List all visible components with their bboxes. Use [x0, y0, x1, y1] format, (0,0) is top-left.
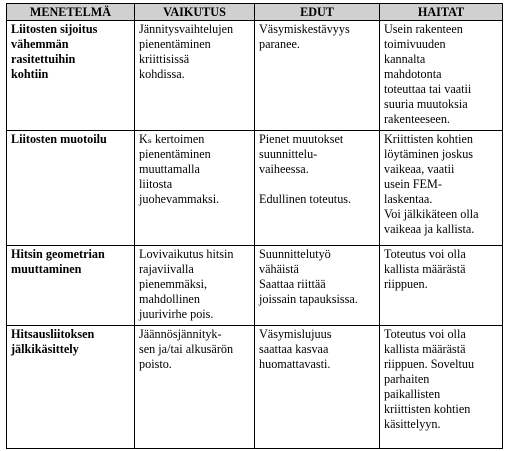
- header-effect: VAIKUTUS: [134, 3, 255, 21]
- cell-line: Saattaa riittää: [259, 277, 326, 292]
- cell-line: Kₛ kertoimen: [139, 132, 205, 147]
- cell-line: Jäännösjännityk-: [139, 326, 222, 341]
- cell-line: riippuen.: [384, 277, 428, 292]
- drawbacks-cell: Usein rakenteen toimivuuden kannalta mahdot…: [379, 19, 503, 132]
- cell-line: rajaviivalla: [139, 262, 194, 277]
- cell-line: käsittelyyn.: [384, 416, 441, 431]
- cell-line: poisto.: [139, 356, 172, 371]
- cell-line: paranee.: [259, 37, 300, 51]
- cell-line: juurivirhe pois.: [139, 307, 214, 322]
- drawbacks-paragraph: Toteutus voi olla kallista määrästä riippu…: [384, 327, 498, 432]
- benefits-paragraph: Edullinen toteutus.: [259, 192, 375, 207]
- method-cell: Hitsin geometrian muuttaminen: [6, 245, 135, 326]
- cell-line: mahdollinen: [139, 292, 200, 307]
- table-row-placement: Liitosten sijoitus vähemmän rasitettuihin k…: [6, 19, 503, 132]
- drawbacks-paragraph: Voi jälkikäteen olla vaikeaa ja kallista.: [384, 207, 498, 237]
- cell-line: kohtiin: [11, 67, 49, 81]
- method-cell: Liitosten muotoilu: [6, 130, 135, 247]
- cell-line: kallista määrästä: [384, 262, 466, 277]
- method-cell: Hitsausliitoksen jälkikäsittely: [6, 324, 135, 450]
- drawbacks-paragraph: Usein rakenteen toimivuuden kannalta mahdot…: [384, 22, 498, 127]
- cell-line: joissain tapauksissa.: [259, 292, 358, 307]
- header-method: MENETELMÄ: [6, 3, 135, 21]
- cell-line: löytäminen joskus: [384, 147, 474, 162]
- cell-line: Liitosten muotoilu: [11, 132, 107, 147]
- cell-line: Hitsausliitoksen: [11, 326, 95, 341]
- cell-line: Voi jälkikäteen olla: [384, 207, 479, 222]
- cell-line: Pienet muutokset: [259, 132, 344, 147]
- cell-line: suunnittelu-: [259, 147, 318, 162]
- benefits-cell: Pienet muutokset suunnittelu-vaiheessa. Ed…: [254, 130, 380, 247]
- cell-line: jälkikäsittely: [11, 341, 79, 356]
- benefits-paragraph: Väsymislujuus saattaa kasvaa huomattavasti…: [259, 327, 375, 372]
- cell-line: pienentäminen: [139, 147, 211, 162]
- cell-line: kriittisissä: [139, 52, 190, 66]
- cell-line: Suunnittelutyö: [259, 247, 331, 262]
- drawbacks-cell: Kriittisten kohtien löytäminen joskus vaik…: [379, 130, 503, 247]
- benefits-paragraph: Pienet muutokset suunnittelu-vaiheessa.: [259, 132, 375, 177]
- benefits-cell: Suunnittelutyö vähäistä Saattaa riittää joi…: [254, 245, 380, 326]
- table-row-shaping: Liitosten muotoilu Kₛ kertoimen pienentämi…: [6, 130, 503, 247]
- cell-line: Väsymiskestävyys: [259, 22, 350, 36]
- cell-line: pienentäminen: [139, 37, 211, 51]
- cell-line: suuria muutoksia: [384, 97, 468, 111]
- effect-cell: Jäännösjännityk-sen ja/tai alkusärön pois…: [134, 324, 255, 450]
- cell-line: paikallisten: [384, 386, 441, 401]
- cell-line: saattaa kasvaa: [259, 341, 329, 356]
- cell-line: Lovivaikutus hitsin: [139, 247, 234, 262]
- cell-line: Toteutus voi olla: [384, 326, 466, 341]
- cell-line: kohdissa.: [139, 67, 185, 81]
- cell-line: usein FEM-: [384, 177, 442, 192]
- table-row-geometry: Hitsin geometrian muuttaminen Lovivaikutus…: [6, 245, 503, 326]
- drawbacks-cell: Toteutus voi olla kallista määrästä riippu…: [379, 324, 503, 450]
- cell-line: juohevammaksi.: [139, 192, 220, 207]
- benefits-paragraph: Suunnittelutyö vähäistä Saattaa riittää joi…: [259, 247, 375, 307]
- cell-line: Usein rakenteen: [384, 22, 463, 36]
- header-benefits: EDUT: [254, 3, 380, 21]
- cell-line: huomattavasti.: [259, 356, 331, 371]
- drawbacks-paragraph: Toteutus voi olla kallista määrästä riippu…: [384, 247, 498, 292]
- cell-line: rakenteeseen.: [384, 112, 450, 126]
- cell-line: vähemmän: [11, 37, 69, 51]
- cell-line: riippuen. Soveltuu: [384, 356, 475, 371]
- cell-line: toteuttaa tai vaatii: [384, 82, 472, 96]
- cell-line: liitosta: [139, 177, 173, 192]
- cell-line: kriittisten kohtien: [384, 401, 471, 416]
- cell-line: mahdotonta: [384, 67, 442, 81]
- cell-line: Toteutus voi olla: [384, 247, 466, 262]
- effect-cell: Kₛ kertoimen pienentäminen muuttamalla liit…: [134, 130, 255, 247]
- cell-line: toimivuuden: [384, 37, 446, 51]
- cell-line: vaikeaa, vaatii: [384, 162, 455, 177]
- benefits-cell: Väsymislujuus saattaa kasvaa huomattavasti…: [254, 324, 380, 450]
- benefits-cell: Väsymiskestävyys paranee.: [254, 19, 380, 132]
- effect-cell: Lovivaikutus hitsin rajaviivalla pienemmäk…: [134, 245, 255, 326]
- cell-line: vaiheessa.: [259, 162, 309, 177]
- cell-line: vähäistä: [259, 262, 299, 277]
- cell-line: muuttamalla: [139, 162, 200, 177]
- cell-line: kannalta: [384, 52, 426, 66]
- cell-line: Jännitysvaihtelujen: [139, 22, 234, 36]
- header-row: MENETELMÄ VAIKUTUS EDUT HAITAT: [6, 3, 503, 21]
- benefits-paragraph: Väsymiskestävyys paranee.: [259, 22, 375, 52]
- cell-line: Hitsin geometrian: [11, 247, 105, 262]
- cell-line: Liitosten sijoitus: [11, 22, 98, 36]
- table-row-post-treatment: Hitsausliitoksen jälkikäsittely Jäännösjän…: [6, 324, 503, 450]
- cell-line: Kriittisten kohtien: [384, 132, 474, 147]
- header-drawbacks: HAITAT: [379, 3, 503, 21]
- cell-line: sen ja/tai alkusärön: [139, 341, 234, 356]
- cell-line: kallista määrästä: [384, 341, 466, 356]
- drawbacks-paragraph: Kriittisten kohtien löytäminen joskus vaik…: [384, 132, 498, 207]
- methods-table: MENETELMÄ VAIKUTUS EDUT HAITAT Liitosten…: [6, 3, 503, 450]
- cell-line: parhaiten: [384, 371, 430, 386]
- cell-line: rasitettuihin: [11, 52, 76, 66]
- cell-line: pienemmäksi,: [139, 277, 208, 292]
- cell-line: vaikeaa ja kallista.: [384, 222, 475, 237]
- effect-cell: Jännitysvaihtelujen pienentäminen kriittis…: [134, 19, 255, 132]
- cell-line: Väsymislujuus: [259, 326, 332, 341]
- cell-line: Edullinen toteutus.: [259, 192, 352, 207]
- method-cell: Liitosten sijoitus vähemmän rasitettuihin k…: [6, 19, 135, 132]
- cell-line: muuttaminen: [11, 262, 82, 277]
- cell-line: laskentaa.: [384, 192, 433, 207]
- drawbacks-cell: Toteutus voi olla kallista määrästä riippu…: [379, 245, 503, 326]
